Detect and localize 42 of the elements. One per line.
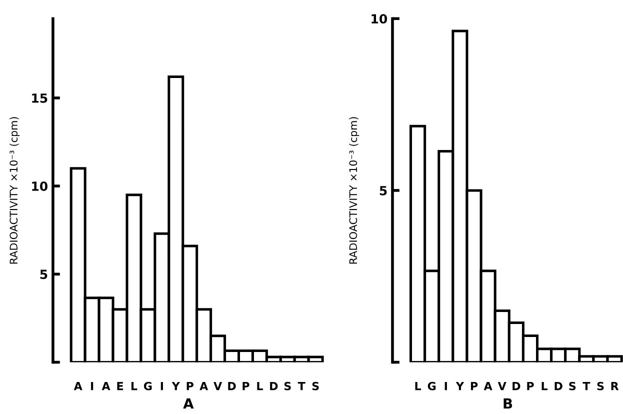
y-tick-label: 10 [32, 182, 48, 191]
x-tick-label: A [200, 382, 208, 390]
x-tick-label: A [102, 382, 110, 390]
x-tick-label: P [186, 382, 194, 390]
y-tick-label: 10 [372, 14, 388, 24]
x-tick-label: P [470, 382, 478, 390]
x-tick-label: I [160, 382, 163, 390]
x-tick-label: G [428, 382, 436, 390]
x-tick-label: G [144, 382, 152, 390]
x-tick-label: I [91, 382, 94, 390]
y-axis-title: RADIOACTIVITY ×10⁻³ (cpm) [349, 117, 360, 264]
x-axis-title: B [504, 398, 512, 409]
y-tick-label: 15 [32, 94, 48, 103]
x-tick-label: A [484, 382, 492, 390]
x-tick-label: L [257, 382, 263, 390]
x-tick-label: E [117, 382, 123, 390]
x-tick-label: S [312, 382, 319, 390]
x-tick-label: D [554, 382, 562, 390]
x-tick-label: L [131, 382, 138, 390]
x-tick-label: Y [456, 382, 464, 390]
y-axis-title: RADIOACTIVITY ×10⁻³ (cpm) [10, 117, 20, 264]
x-tick-label: L [415, 382, 422, 390]
x-tick-label: S [284, 382, 291, 390]
x-tick-label: T [582, 382, 590, 390]
x-tick-label: P [527, 382, 534, 390]
x-tick-label: Y [172, 382, 180, 390]
x-tick-label: P [242, 382, 250, 390]
x-tick-label: L [542, 382, 548, 390]
y-tick-label: 5 [40, 270, 48, 280]
x-tick-label: V [214, 382, 222, 390]
x-axis-title: A [183, 398, 194, 409]
x-tick-label: S [597, 382, 604, 390]
y-tick-label: 5 [380, 186, 387, 196]
x-tick-label: T [298, 382, 306, 390]
x-tick-label: D [228, 382, 236, 390]
x-tick-label: D [270, 382, 278, 390]
x-tick-label: R [611, 382, 619, 390]
x-tick-label: S [569, 382, 576, 390]
x-tick-label: I [444, 382, 447, 390]
x-tick-label: D [512, 382, 520, 390]
x-tick-label: V [498, 382, 506, 390]
x-tick-label: A [74, 382, 82, 390]
